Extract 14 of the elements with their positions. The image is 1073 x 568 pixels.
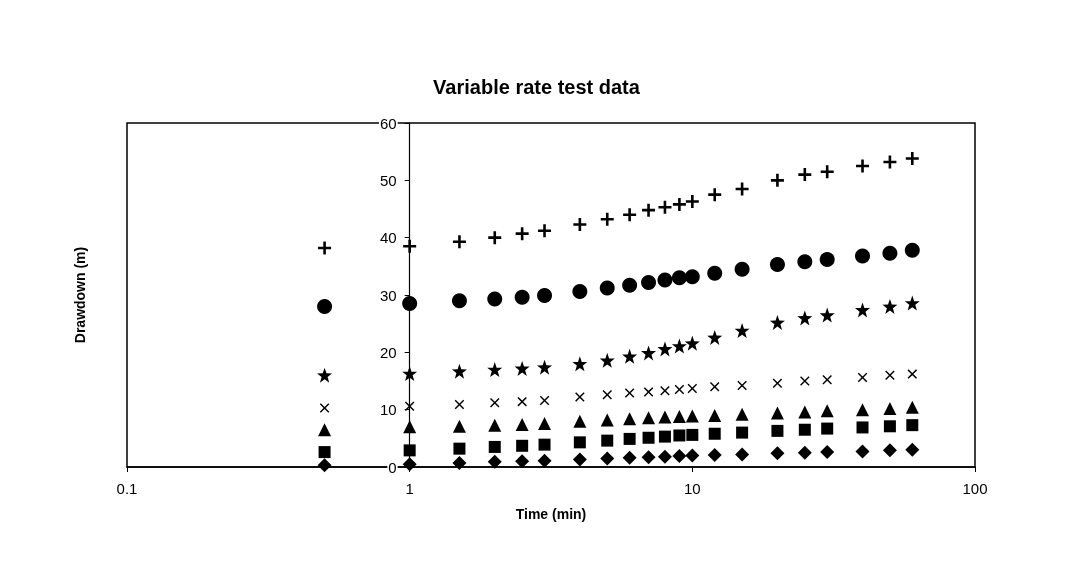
x-axis-title: Time (min) bbox=[515, 506, 587, 522]
y-tick-label: 10 bbox=[379, 401, 397, 419]
y-tick-label: 50 bbox=[379, 171, 397, 189]
y-tick-label: 40 bbox=[379, 229, 397, 247]
y-tick-label: 30 bbox=[379, 286, 397, 304]
x-tick-label: 10 bbox=[683, 480, 701, 497]
chart-title: Variable rate test data bbox=[433, 76, 641, 98]
y-tick-label: 20 bbox=[379, 343, 397, 361]
y-tick-label: 60 bbox=[379, 114, 397, 132]
x-tick-label: 1 bbox=[405, 480, 414, 497]
x-tick-label: 100 bbox=[962, 480, 988, 497]
y-axis-title: Drawdown (m) bbox=[72, 246, 88, 344]
y-tick-label: 0 bbox=[388, 458, 397, 476]
x-tick-label: 0.1 bbox=[116, 480, 138, 497]
